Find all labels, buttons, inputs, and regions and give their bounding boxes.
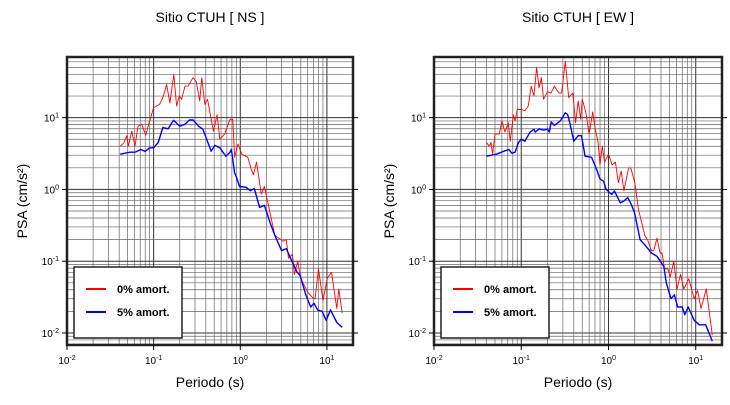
legend-label: 0% amort. bbox=[484, 284, 537, 296]
chart-ew: Sitio CTUH [ EW ] 10-2 10-1 100 101 10-2 10-1 1… bbox=[381, 9, 727, 390]
y-tick-label: 10-1 bbox=[42, 256, 59, 268]
legend-box bbox=[440, 266, 550, 339]
x-tick-label: 10-2 bbox=[58, 355, 75, 367]
y-axis-label: PSA (cm/s²) bbox=[14, 164, 30, 239]
y-axis-label: PSA (cm/s²) bbox=[381, 164, 397, 239]
series-line-5pct bbox=[119, 119, 343, 328]
plot-frame bbox=[432, 55, 724, 347]
legend-label: 5% amort. bbox=[117, 307, 170, 319]
y-tick-label: 101 bbox=[411, 113, 426, 125]
legend-label: 5% amort. bbox=[484, 307, 537, 319]
x-axis-label: Periodo (s) bbox=[544, 374, 612, 390]
chart-title: Sitio CTUH [ NS ] bbox=[156, 9, 265, 25]
series-line-0pct bbox=[486, 60, 713, 336]
x-axis-label: Periodo (s) bbox=[176, 374, 244, 390]
plot-frame bbox=[65, 55, 355, 347]
legend-box bbox=[73, 266, 183, 339]
legend: 0% amort. 5% amort. bbox=[73, 266, 183, 339]
y-tick-label: 100 bbox=[411, 184, 426, 196]
chart-title: Sitio CTUH [ EW ] bbox=[522, 9, 634, 25]
y-tick-label: 101 bbox=[44, 113, 59, 125]
x-tick-label: 100 bbox=[233, 355, 248, 367]
legend: 0% amort. 5% amort. bbox=[440, 266, 550, 339]
y-tick-label: 10-2 bbox=[42, 328, 59, 340]
x-tick-label: 100 bbox=[601, 355, 616, 367]
y-tick-label: 10-2 bbox=[409, 328, 426, 340]
x-tick-label: 10-1 bbox=[513, 355, 530, 367]
x-tick-label: 101 bbox=[319, 355, 334, 367]
chart-ns: Sitio CTUH [ NS ] 10-2 10-1 100 101 10-2 10-1 1… bbox=[14, 9, 358, 390]
y-tick-label: 10-1 bbox=[409, 256, 426, 268]
x-tick-label: 10-2 bbox=[425, 355, 442, 367]
y-tick-label: 100 bbox=[44, 184, 59, 196]
x-tick-label: 10-1 bbox=[145, 355, 162, 367]
legend-label: 0% amort. bbox=[117, 284, 170, 296]
x-tick-label: 101 bbox=[688, 355, 703, 367]
series-line-5pct bbox=[486, 112, 713, 342]
